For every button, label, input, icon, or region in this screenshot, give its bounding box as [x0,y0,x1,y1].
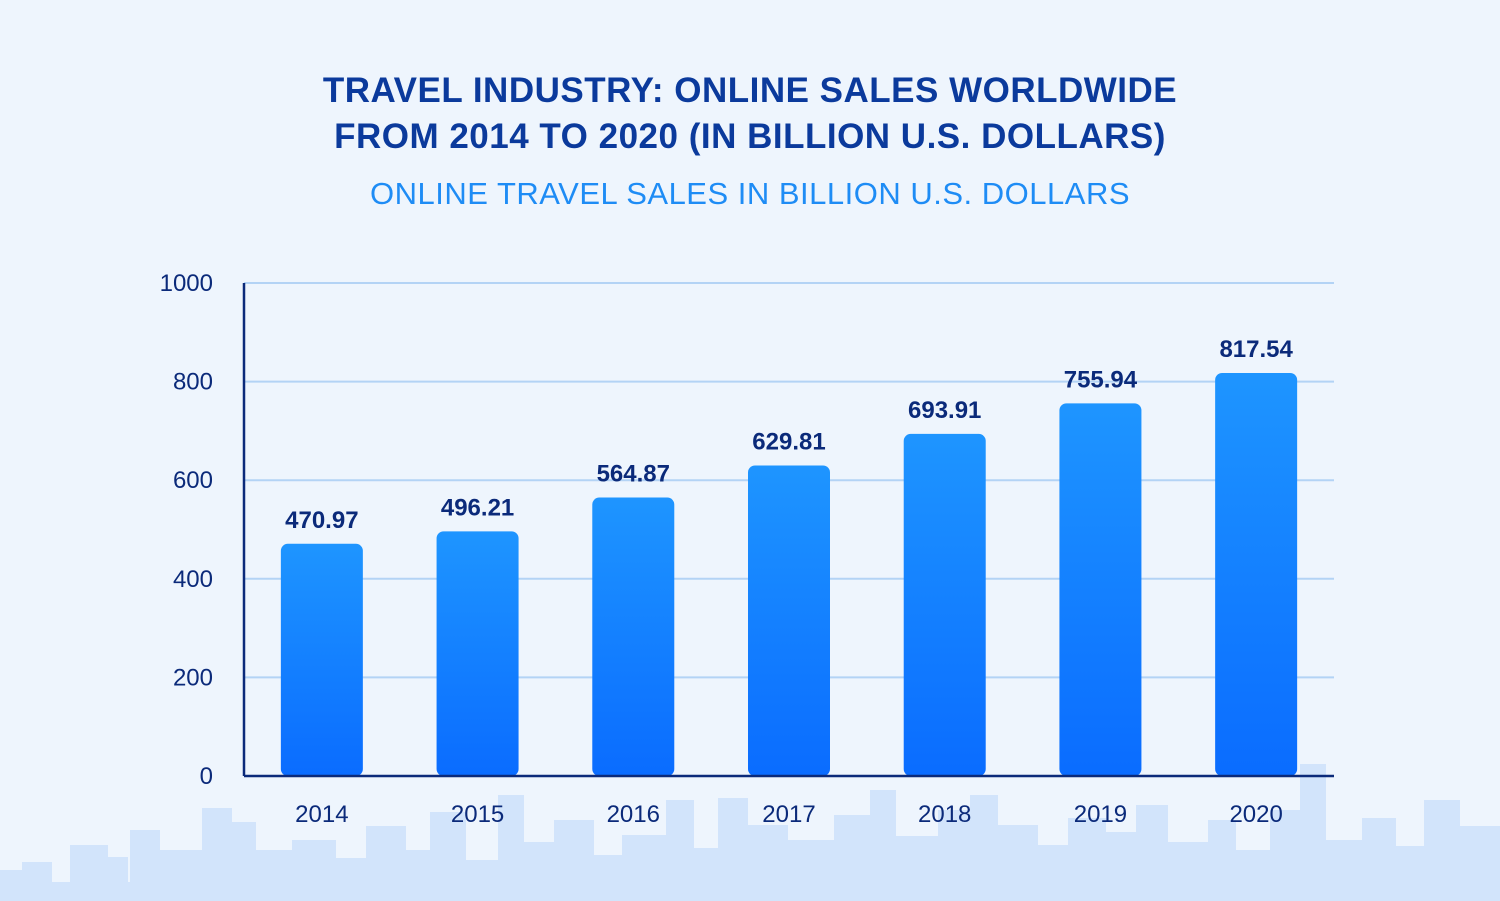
chart-subtitle: ONLINE TRAVEL SALES IN BILLION U.S. DOLL… [369,176,1131,211]
x-tick-label: 2016 [607,801,660,828]
x-tick-label: 2020 [1229,801,1282,828]
labels: 0 200 400 600 800 1000 470.97 2014 496.21 2015 564… [160,270,1294,828]
y-tick-label: 400 [173,566,213,593]
bar [748,465,830,776]
x-tick-label: 2017 [762,801,815,828]
y-tick-label: 1000 [160,270,213,297]
bars [280,372,1298,776]
bar [903,433,986,776]
axes [242,283,1334,778]
data-label: 470.97 [285,507,358,534]
data-label: 693.91 [908,397,981,424]
bar [1215,372,1298,776]
data-label: 496.21 [441,494,514,521]
chart-title-line-1: TRAVEL INDUSTRY: ONLINE SALES WORLDWIDE [322,71,1178,110]
skyline-building [1300,764,1326,901]
y-tick-label: 800 [173,369,213,396]
x-tick-label: 2018 [918,801,971,828]
bar [592,497,675,776]
chart-title-line-2: FROM 2014 TO 2020 (IN BILLION U.S. DOLLA… [334,117,1166,156]
data-label: 629.81 [752,429,825,456]
skyline-ground [0,882,1500,901]
bar [1059,403,1142,776]
x-tick-label: 2019 [1074,801,1127,828]
y-tick-label: 600 [173,467,213,494]
data-label: 755.94 [1064,366,1138,393]
city-skyline-background [0,764,1500,901]
bar [280,543,363,776]
y-tick-label: 0 [200,763,213,790]
y-tick-label: 200 [173,664,213,691]
x-tick-label: 2015 [451,801,504,828]
x-tick-label: 2014 [295,801,348,828]
bar [436,531,519,776]
data-label: 564.87 [597,461,670,488]
data-label: 817.54 [1219,336,1293,363]
